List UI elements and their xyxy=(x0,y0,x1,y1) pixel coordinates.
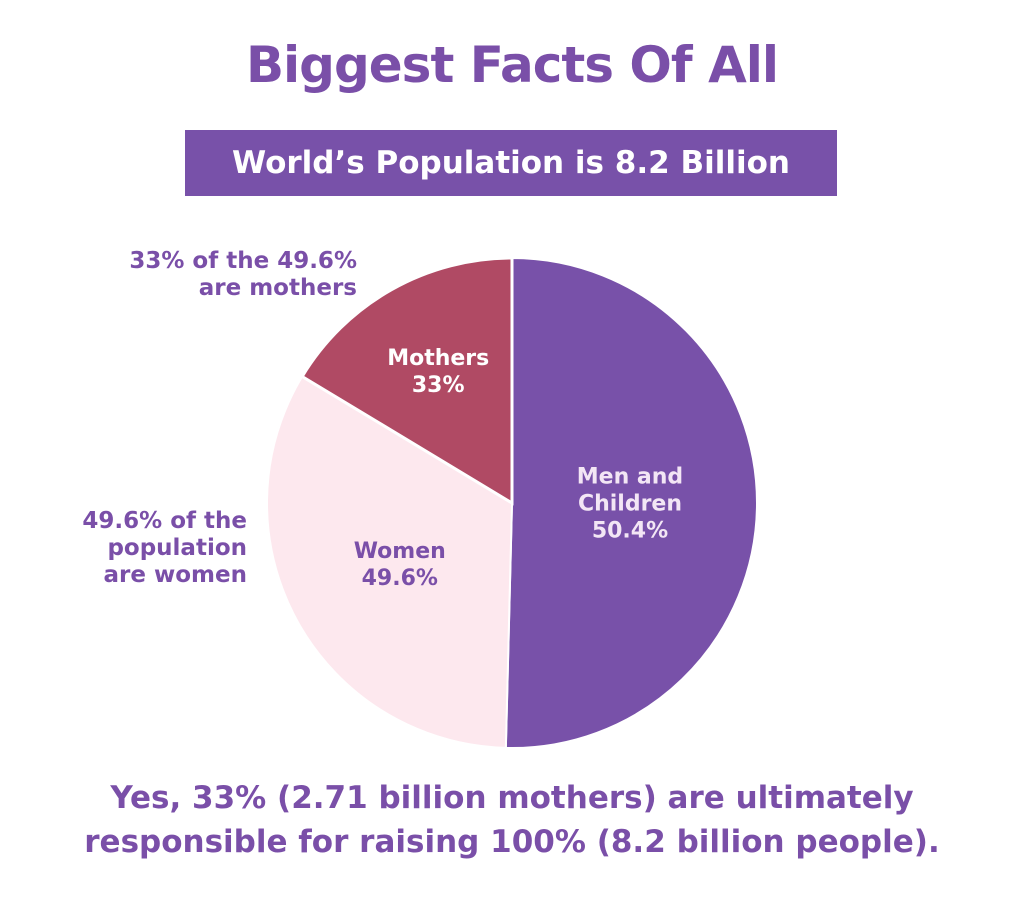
annotation-line: are women xyxy=(103,562,247,588)
pie-sub-slice xyxy=(300,256,514,506)
slice-label: Men and Children 50.4% xyxy=(545,464,715,545)
chart-title: Biggest Facts Of All xyxy=(245,36,779,94)
footer-line: Yes, 33% (2.71 billion mothers) are ulti… xyxy=(110,780,914,816)
slice-name: Mothers xyxy=(387,346,490,372)
subtitle-box: World’s Population is 8.2 Billion xyxy=(185,130,837,196)
slice-name: Women xyxy=(353,538,446,564)
subtitle: World’s Population is 8.2 Billion xyxy=(231,145,790,181)
slice-value: 49.6% xyxy=(361,565,438,591)
pie-slice xyxy=(504,256,758,749)
slice-label: Women 49.6% xyxy=(315,538,485,592)
slice-label: Mothers 33% xyxy=(353,345,523,399)
annotation: 49.6% of the population are women xyxy=(20,508,247,589)
slice-value: 33% xyxy=(411,373,465,399)
annotation-line: 33% of the 49.6% xyxy=(129,248,357,274)
annotation-line: are mothers xyxy=(198,275,357,301)
slice-name: Men and Children xyxy=(576,464,684,517)
footer-line: responsible for raising 100% (8.2 billio… xyxy=(84,824,940,860)
slice-value: 50.4% xyxy=(591,518,669,544)
annotation: 33% of the 49.6% are mothers xyxy=(60,248,357,302)
annotation-line: 49.6% of the xyxy=(82,508,247,534)
annotation-line: population xyxy=(107,535,247,561)
footer: Yes, 33% (2.71 billion mothers) are ulti… xyxy=(0,776,1024,864)
